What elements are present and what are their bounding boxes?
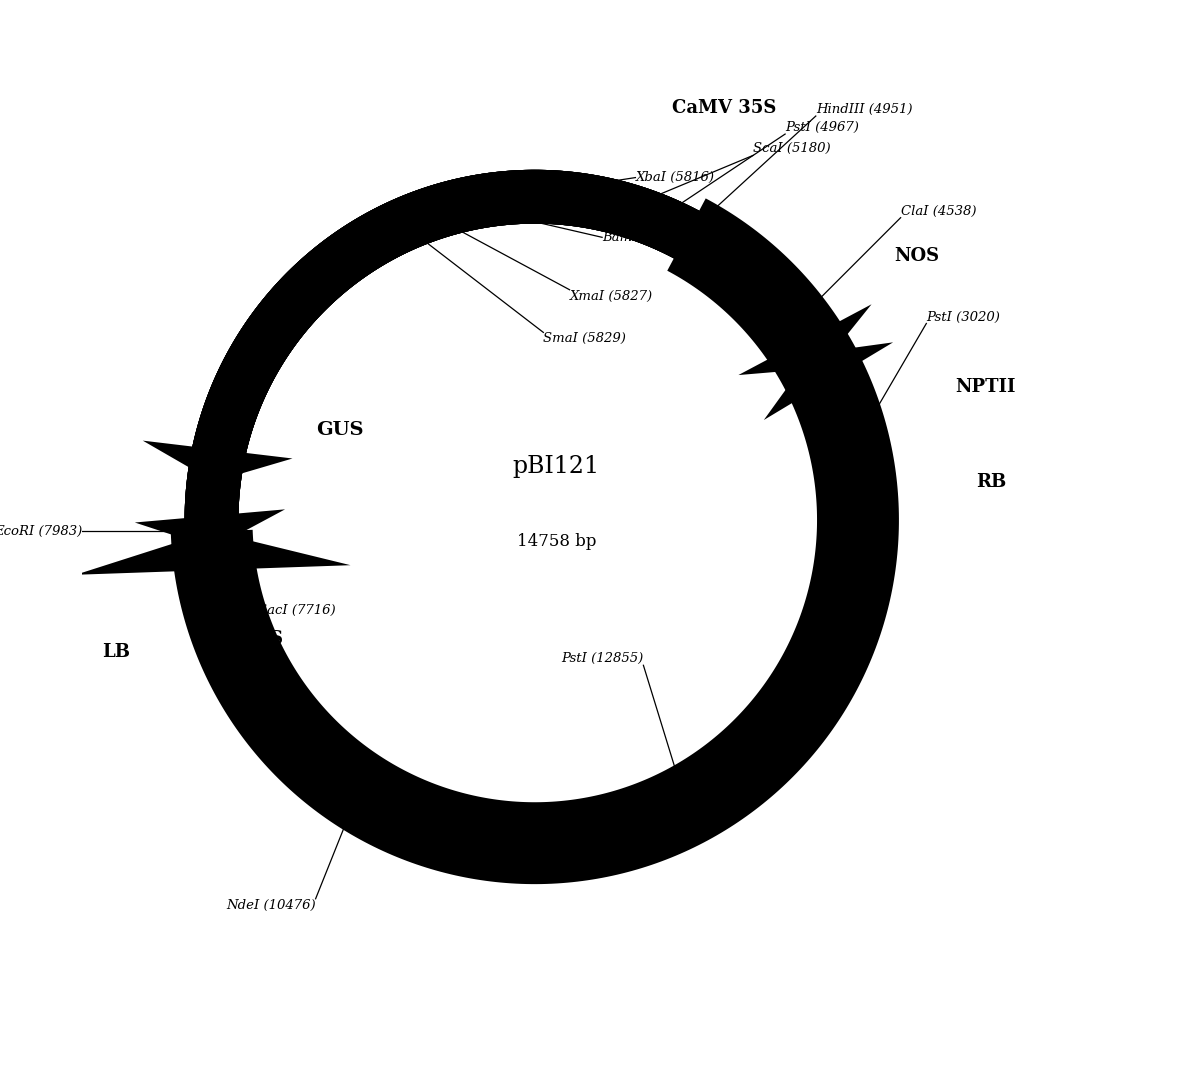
Text: SacI (7716): SacI (7716) (257, 604, 336, 617)
Polygon shape (184, 170, 885, 870)
Text: RB: RB (977, 473, 1007, 491)
Text: ScaI (5180): ScaI (5180) (753, 142, 831, 155)
Text: 14758 bp: 14758 bp (516, 533, 595, 550)
Polygon shape (171, 198, 899, 884)
Text: XmaI (5827): XmaI (5827) (569, 290, 653, 303)
Polygon shape (184, 170, 885, 870)
Polygon shape (184, 170, 884, 870)
Polygon shape (739, 304, 871, 375)
Text: HindIII (4951): HindIII (4951) (816, 103, 912, 116)
Polygon shape (184, 170, 885, 870)
Text: NdeI (10476): NdeI (10476) (226, 899, 315, 912)
Text: CaMV 35S: CaMV 35S (671, 99, 776, 117)
Text: pBI121: pBI121 (512, 455, 600, 478)
Polygon shape (143, 441, 292, 482)
Text: ClaI (4538): ClaI (4538) (901, 205, 976, 218)
Text: SmaI (5829): SmaI (5829) (544, 332, 627, 345)
Text: XbaI (5816): XbaI (5816) (635, 171, 715, 184)
Polygon shape (184, 170, 885, 870)
Polygon shape (135, 509, 285, 548)
Polygon shape (764, 342, 893, 420)
Text: PstI (4967): PstI (4967) (786, 121, 859, 134)
Text: NPTII: NPTII (955, 378, 1015, 395)
Text: BamHI (5822): BamHI (5822) (603, 231, 697, 244)
Polygon shape (76, 532, 350, 575)
Text: NOS: NOS (238, 630, 283, 648)
Text: GUS: GUS (315, 421, 363, 440)
Text: PstI (12855): PstI (12855) (561, 652, 644, 665)
Text: EcoRI (7983): EcoRI (7983) (0, 525, 83, 538)
Text: NOS: NOS (894, 247, 940, 265)
Text: LB: LB (102, 643, 130, 661)
Text: PstI (3020): PstI (3020) (926, 311, 1000, 324)
